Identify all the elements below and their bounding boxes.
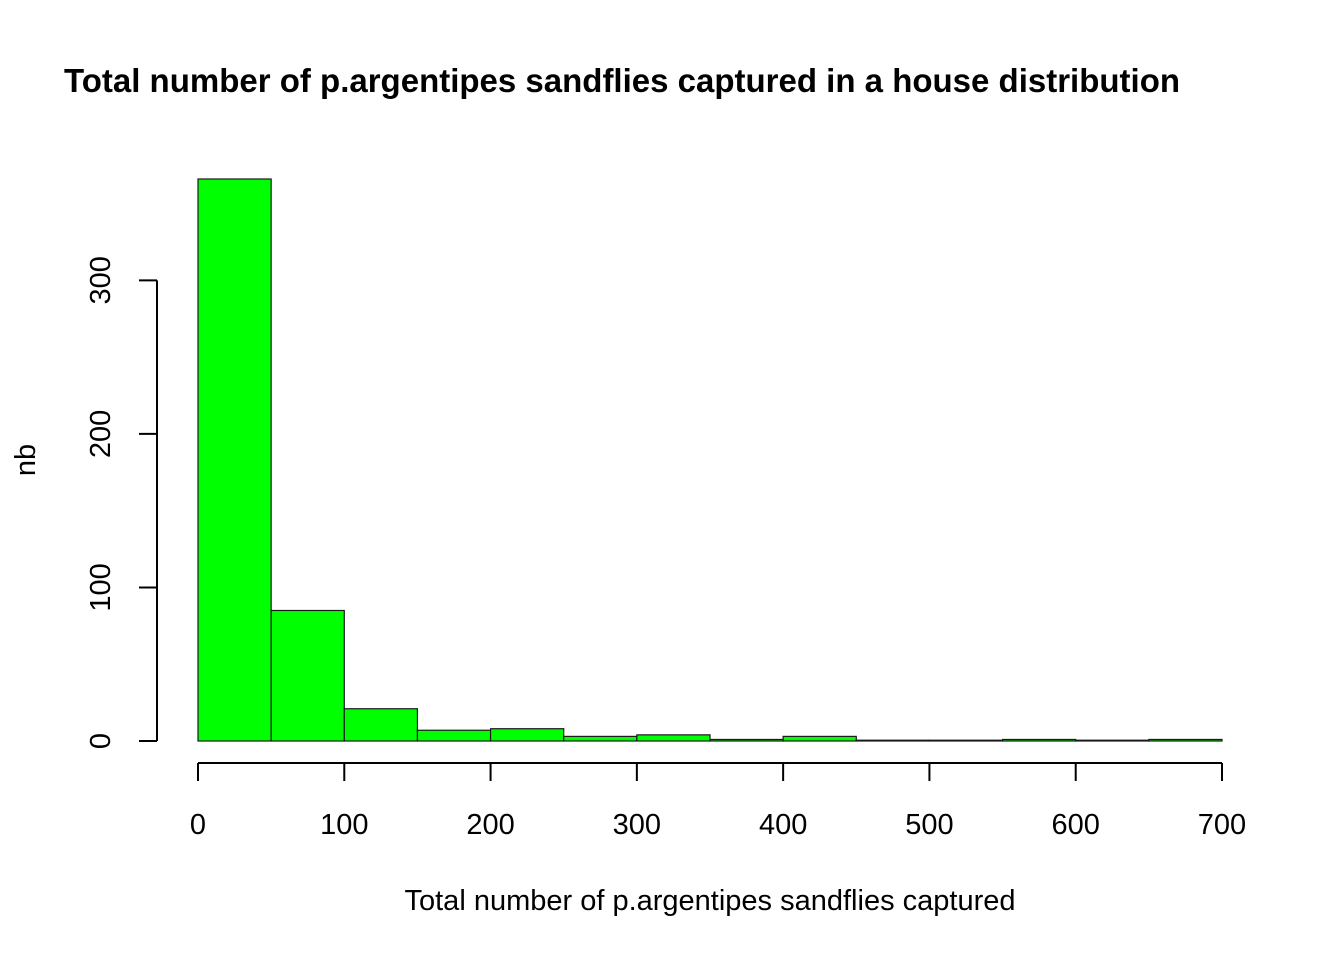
x-tick-label-7: 700 — [1198, 809, 1246, 841]
y-tick-label-2: 200 — [85, 410, 117, 458]
histogram-bar-11 — [1001, 738, 1077, 742]
histogram-bar-9 — [855, 739, 931, 742]
x-tick-label-2: 200 — [466, 809, 514, 841]
x-tick-label-5: 500 — [905, 809, 953, 841]
bars-group — [197, 178, 1223, 742]
y-tick-label-1: 100 — [85, 563, 117, 611]
histogram-bar-10 — [928, 739, 1004, 742]
y-axis-label: nb — [10, 444, 42, 476]
histogram-bar-2 — [343, 708, 419, 742]
histogram-bar-12 — [1075, 739, 1150, 742]
histogram-bar-1 — [270, 609, 345, 742]
x-tick-label-6: 600 — [1052, 809, 1100, 841]
x-axis: 0 100 200 300 400 500 600 700 — [190, 762, 1246, 841]
x-axis-label: Total number of p.argentipes sandflies c… — [405, 885, 1016, 917]
chart-title: Total number of p.argentipes sandflies c… — [64, 62, 1180, 99]
y-tick-label-0: 0 — [85, 733, 117, 749]
x-tick-label-1: 100 — [320, 809, 368, 841]
histogram-bar-4 — [489, 728, 565, 742]
histogram-bar-3 — [416, 729, 492, 742]
histogram-bar-5 — [563, 735, 638, 742]
histogram-bar-0 — [197, 178, 272, 742]
histogram-bar-8 — [782, 735, 857, 742]
histogram-bar-13 — [1148, 738, 1223, 742]
x-tick-label-0: 0 — [190, 809, 206, 841]
y-axis: 0 100 200 300 — [85, 256, 158, 749]
y-tick-label-3: 300 — [85, 256, 117, 304]
x-tick-label-4: 400 — [759, 809, 807, 841]
histogram-bar-6 — [636, 734, 711, 742]
x-tick-label-3: 300 — [613, 809, 661, 841]
histogram-bar-7 — [709, 738, 784, 742]
